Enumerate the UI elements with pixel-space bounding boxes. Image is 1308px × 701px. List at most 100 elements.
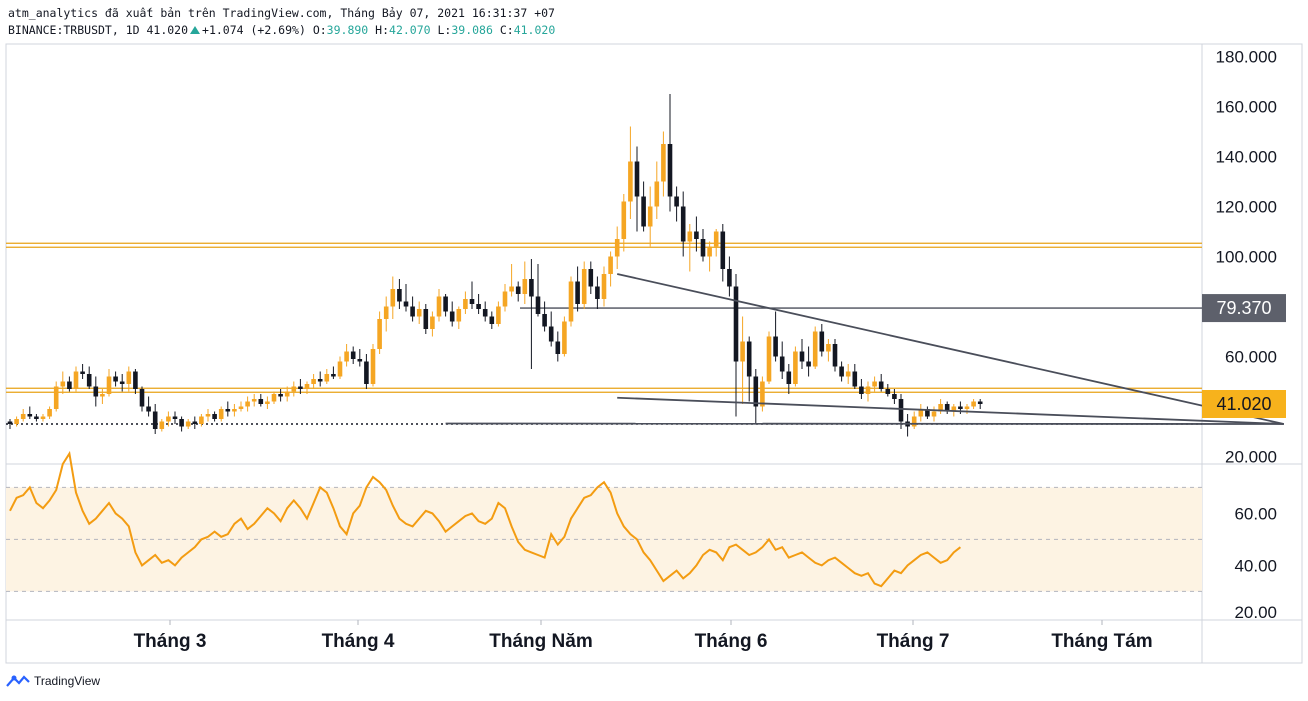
candle[interactable] — [515, 281, 521, 302]
candle[interactable] — [93, 376, 99, 407]
candle[interactable] — [938, 399, 943, 414]
upper-trendline[interactable] — [617, 396, 1284, 425]
candle[interactable] — [152, 404, 158, 434]
candle[interactable] — [476, 294, 481, 314]
candle[interactable] — [944, 401, 950, 415]
candle[interactable] — [568, 276, 574, 327]
candle[interactable] — [799, 339, 805, 369]
rsi-pane[interactable] — [6, 450, 1202, 592]
candle[interactable] — [839, 361, 844, 382]
candle[interactable] — [700, 229, 706, 262]
level-price-label[interactable]: 79.370 — [1202, 294, 1286, 323]
candle[interactable] — [278, 389, 283, 402]
candle[interactable] — [542, 301, 547, 332]
footer-brand[interactable]: TradingView — [6, 674, 100, 688]
candle[interactable] — [694, 216, 699, 252]
candle[interactable] — [760, 376, 765, 412]
candle[interactable] — [859, 379, 864, 399]
candle[interactable] — [905, 414, 910, 437]
candle[interactable] — [614, 226, 620, 270]
candle[interactable] — [192, 416, 198, 430]
candle[interactable] — [786, 364, 792, 394]
candle[interactable] — [872, 376, 877, 392]
candle[interactable] — [964, 404, 970, 414]
candle[interactable] — [403, 284, 409, 312]
candle[interactable] — [423, 304, 429, 334]
candle[interactable] — [641, 181, 646, 232]
candle[interactable] — [628, 126, 633, 220]
candle[interactable] — [977, 399, 983, 409]
candle[interactable] — [806, 346, 811, 377]
candle[interactable] — [34, 414, 39, 422]
candle[interactable] — [324, 369, 330, 384]
candle[interactable] — [40, 414, 46, 422]
candle[interactable] — [20, 409, 26, 422]
candle[interactable] — [687, 224, 693, 272]
candle[interactable] — [878, 374, 884, 392]
candle[interactable] — [852, 364, 858, 389]
candle[interactable] — [826, 339, 831, 362]
lower-trendline[interactable] — [445, 422, 1284, 425]
candle[interactable] — [258, 394, 264, 407]
candle[interactable] — [113, 371, 118, 387]
candle[interactable] — [86, 366, 92, 390]
candle[interactable] — [581, 261, 587, 310]
candle[interactable] — [416, 301, 422, 325]
candle[interactable] — [753, 369, 759, 424]
candle[interactable] — [766, 331, 772, 385]
candle[interactable] — [238, 401, 244, 412]
candle[interactable] — [443, 294, 448, 317]
candle[interactable] — [522, 261, 528, 305]
candle[interactable] — [199, 414, 204, 427]
candle[interactable] — [172, 411, 178, 425]
candle[interactable] — [469, 281, 475, 310]
candle[interactable] — [232, 404, 237, 417]
candle[interactable] — [67, 376, 72, 392]
candle[interactable] — [496, 301, 501, 327]
candle[interactable] — [925, 406, 930, 420]
candle[interactable] — [284, 386, 290, 402]
candle[interactable] — [449, 301, 455, 327]
candle[interactable] — [647, 186, 653, 247]
candle[interactable] — [370, 344, 376, 387]
candle[interactable] — [931, 406, 937, 422]
descending-trendline[interactable] — [617, 273, 1284, 425]
candle[interactable] — [304, 381, 310, 395]
candle[interactable] — [364, 354, 369, 389]
candle[interactable] — [548, 311, 554, 347]
candle[interactable] — [179, 416, 184, 432]
candle[interactable] — [14, 416, 19, 427]
candle[interactable] — [595, 276, 600, 310]
candle[interactable] — [707, 241, 712, 272]
candle[interactable] — [218, 406, 224, 422]
candle[interactable] — [271, 391, 277, 405]
candle[interactable] — [812, 326, 818, 370]
candle[interactable] — [47, 406, 52, 420]
candle[interactable] — [740, 316, 745, 405]
candle[interactable] — [562, 316, 567, 357]
candle[interactable] — [166, 411, 171, 427]
candle[interactable] — [720, 224, 726, 282]
candle[interactable] — [106, 369, 112, 397]
last-price-label[interactable]: 41.020 — [1202, 390, 1286, 418]
candle[interactable] — [139, 386, 145, 412]
candle[interactable] — [733, 274, 739, 417]
candle[interactable] — [575, 266, 580, 312]
candle[interactable] — [225, 401, 231, 417]
candle[interactable] — [133, 369, 138, 394]
candle[interactable] — [357, 349, 363, 367]
candle[interactable] — [245, 396, 250, 412]
candle[interactable] — [410, 296, 415, 322]
candle[interactable] — [746, 336, 752, 402]
candle[interactable] — [727, 256, 732, 297]
candle[interactable] — [832, 339, 838, 372]
candle[interactable] — [654, 161, 660, 220]
candle[interactable] — [251, 394, 257, 407]
candle[interactable] — [773, 311, 778, 362]
candle[interactable] — [463, 291, 468, 315]
candle[interactable] — [397, 279, 402, 309]
candle[interactable] — [383, 296, 389, 332]
candle[interactable] — [60, 371, 66, 395]
candle[interactable] — [885, 384, 891, 397]
